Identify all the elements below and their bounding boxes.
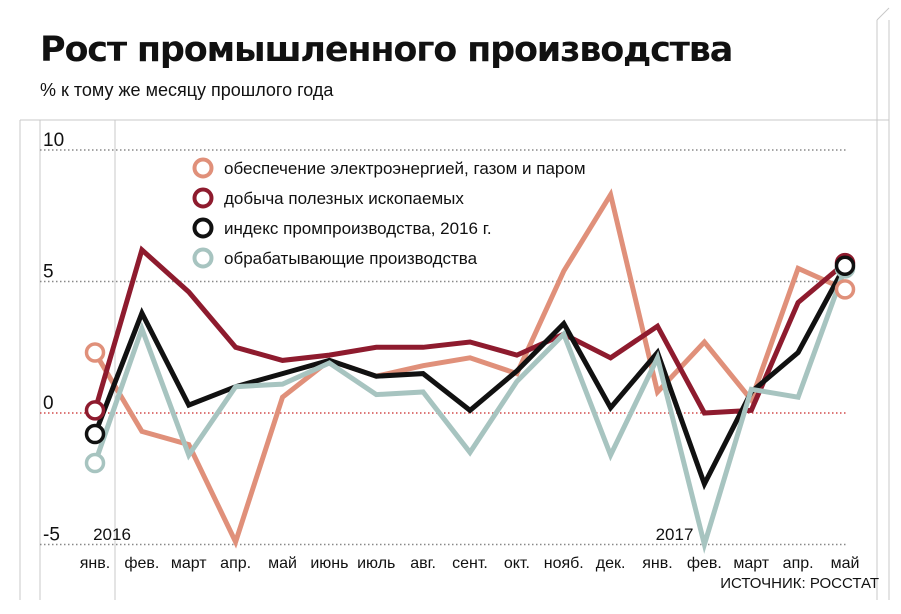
x-tick-label: нояб.: [544, 555, 584, 572]
series-line-2: [92, 264, 848, 491]
x-tick-label: июнь: [310, 555, 348, 572]
legend-marker: [192, 157, 214, 179]
y-tick-label: -5: [43, 525, 60, 546]
source-note: ИСТОЧНИК: РОССТАТ: [720, 575, 879, 592]
series-line-0: [92, 188, 847, 549]
x-tick-label: янв.: [642, 555, 672, 572]
data-series: [92, 188, 848, 554]
legend-marker: [192, 217, 214, 239]
legend-label: обрабатывающие производства: [224, 249, 478, 268]
x-tick-label: май: [831, 555, 860, 572]
x-tick-label: авг.: [410, 555, 436, 572]
legend-label: добыча полезных ископаемых: [224, 189, 464, 208]
x-axis-tick-labels: янв. фев. март апр. май июнь июль авг. сент. окт.…: [80, 555, 860, 572]
x-tick-label: сент.: [452, 555, 488, 572]
series-line-3: [92, 267, 848, 554]
x-tick-label: март: [733, 555, 769, 572]
x-tick-label: апр.: [220, 555, 251, 572]
y-tick-label: 0: [43, 393, 54, 414]
x-tick-label: июль: [357, 555, 395, 572]
series-start-end-markers: [84, 252, 856, 474]
year-label: 2017: [656, 525, 694, 544]
series-end-marker-2: [834, 255, 856, 276]
y-axis-tick-labels: 10 5 0 -5: [43, 130, 64, 546]
frame-line: [876, 7, 890, 21]
x-tick-label: фев.: [687, 555, 722, 572]
x-tick-label: фев.: [124, 555, 159, 572]
series-end-marker-0: [834, 279, 856, 300]
x-tick-label: апр.: [783, 555, 814, 572]
series-start-marker-3: [84, 452, 106, 474]
chart-frame: [19, 7, 890, 600]
y-tick-label: 10: [43, 130, 64, 151]
x-tick-label: май: [268, 555, 297, 572]
series-line-1: [92, 245, 847, 416]
chart-title: Рост промышленного производства: [40, 30, 733, 70]
legend-marker: [192, 247, 214, 269]
legend: обеспечение электроэнергией, газом и пар…: [192, 157, 586, 269]
legend-marker: [192, 187, 214, 209]
legend-label: индекс промпроизводства, 2016 г.: [224, 219, 492, 238]
series-start-marker-0: [84, 342, 106, 363]
x-tick-label: март: [171, 555, 207, 572]
series-start-marker-1: [84, 400, 106, 421]
year-labels: 2016 2017: [93, 525, 693, 544]
series-start-marker-2: [84, 423, 106, 445]
chart-subtitle: % к тому же месяцу прошлого года: [40, 80, 334, 100]
year-label: 2016: [93, 525, 131, 544]
x-tick-label: окт.: [504, 555, 530, 572]
x-tick-label: дек.: [596, 555, 626, 572]
y-tick-label: 5: [43, 262, 54, 283]
legend-label: обеспечение электроэнергией, газом и пар…: [224, 159, 586, 178]
x-tick-label: янв.: [80, 555, 110, 572]
